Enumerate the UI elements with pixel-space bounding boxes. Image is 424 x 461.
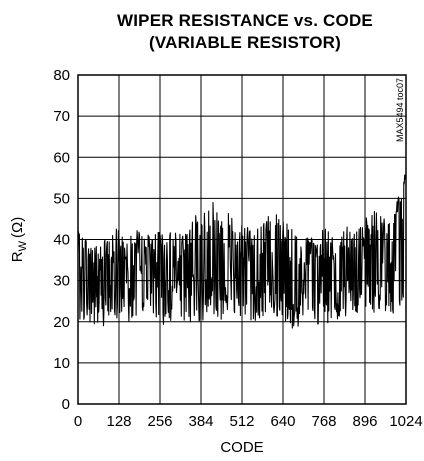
y-axis-label-subscript: W [17,240,29,251]
x-tick-labels: 0 128 256 384 512 640 768 896 1024 [74,413,423,430]
x-axis-label: CODE [220,439,263,456]
x-tick-label: 1024 [389,413,422,430]
y-tick-label: 10 [53,355,70,372]
x-tick-label: 640 [270,413,295,430]
figure-id-label: MAX5494 toc07 [395,78,405,142]
chart-title: WIPER RESISTANCE vs. CODE [117,11,373,30]
y-tick-label: 30 [53,273,70,290]
y-axis-label-unit: (Ω) [9,217,26,238]
series-layer [77,174,407,329]
y-tick-label: 0 [62,396,70,413]
x-tick-label: 896 [352,413,377,430]
x-tick-label: 0 [74,413,82,430]
y-tick-label: 20 [53,314,70,331]
y-tick-label: 80 [53,67,70,84]
y-tick-labels: 0 10 20 30 40 50 60 70 80 [53,67,70,413]
x-tick-label: 768 [311,413,336,430]
x-tick-label: 256 [147,413,172,430]
plot-frame [77,74,407,405]
x-tick-label: 128 [106,413,131,430]
y-tick-label: 70 [53,108,70,125]
x-tick-label: 384 [188,413,213,430]
x-tick-label: 512 [229,413,254,430]
y-axis-label: RW (Ω) [9,217,29,262]
chart-subtitle: (VARIABLE RESISTOR) [148,33,342,52]
y-tick-label: 40 [53,232,70,249]
y-axis-label-main: R [9,251,26,262]
y-tick-label: 60 [53,149,70,166]
series-line [77,174,407,329]
y-tick-label: 50 [53,190,70,207]
